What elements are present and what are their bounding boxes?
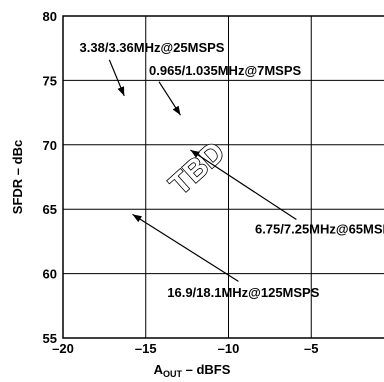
y-axis-title: SFDR – dBc bbox=[10, 140, 25, 214]
annotation-arrow bbox=[132, 213, 239, 282]
x-axis-title-main: A bbox=[154, 362, 164, 377]
annotation-label: 16.9/18.1MHz@125MSPS bbox=[167, 285, 319, 300]
y-tick-label: 65 bbox=[43, 202, 57, 217]
x-axis-title: AOUT – dBFS bbox=[154, 362, 231, 379]
x-tick-labels: –20–15–10–50 bbox=[52, 341, 318, 356]
annotation-arrow bbox=[190, 149, 297, 221]
plot-frame bbox=[62, 15, 384, 339]
y-tick-label: 70 bbox=[43, 138, 57, 153]
x-tick-label: –10 bbox=[218, 341, 240, 356]
annotation-arrowhead bbox=[117, 86, 125, 96]
annotation-label: 6.75/7.25MHz@65MSPS bbox=[255, 222, 384, 237]
tbd-watermark: TBD bbox=[163, 136, 231, 202]
y-tick-labels: 55 60 65 70 75 80 bbox=[43, 9, 57, 346]
annotation-label: 3.38/3.36MHz@25MSPS bbox=[80, 40, 225, 55]
x-tick-label: –5 bbox=[304, 341, 318, 356]
x-axis-title-sub: OUT bbox=[163, 369, 183, 379]
annotation-label: 0.965/1.035MHz@7MSPS bbox=[149, 63, 301, 78]
y-tick-label: 75 bbox=[43, 73, 57, 88]
annotations: 3.38/3.36MHz@25MSPS 0.965/1.035MHz@7MSPS 6… bbox=[80, 40, 384, 300]
y-tick-label: 60 bbox=[43, 267, 57, 282]
annotation-arrowhead bbox=[190, 149, 200, 158]
y-tick-label: 80 bbox=[43, 9, 57, 24]
y-tick-label: 55 bbox=[43, 331, 57, 346]
x-tick-label: –15 bbox=[135, 341, 157, 356]
x-tick-label: –20 bbox=[52, 341, 74, 356]
annotation-arrowhead bbox=[172, 105, 181, 116]
annotation-arrowhead bbox=[132, 214, 142, 223]
x-axis-title-rest: – dBFS bbox=[182, 362, 231, 377]
